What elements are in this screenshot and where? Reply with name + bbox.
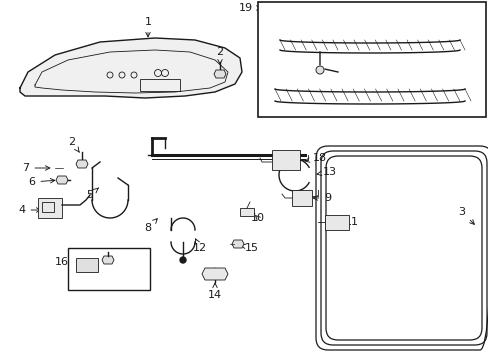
- Text: 8: 8: [144, 219, 157, 233]
- Polygon shape: [20, 38, 242, 98]
- Polygon shape: [231, 240, 244, 248]
- Bar: [38, 198, 62, 218]
- Polygon shape: [76, 160, 88, 168]
- Text: 6: 6: [28, 177, 55, 187]
- Text: 16: 16: [55, 257, 77, 267]
- Polygon shape: [102, 256, 114, 264]
- Polygon shape: [56, 176, 68, 184]
- Circle shape: [180, 257, 185, 263]
- Text: 5: 5: [86, 188, 98, 200]
- Text: 4: 4: [19, 205, 41, 215]
- Text: 20: 20: [360, 79, 374, 97]
- Text: 2: 2: [216, 47, 223, 64]
- Bar: [240, 208, 253, 216]
- Text: 19: 19: [239, 3, 261, 13]
- Text: 12: 12: [193, 239, 206, 253]
- Text: 2: 2: [68, 137, 79, 152]
- Bar: [140, 79, 180, 91]
- Text: 7: 7: [22, 163, 50, 173]
- Text: 1: 1: [144, 17, 151, 37]
- Text: 18: 18: [305, 153, 326, 163]
- Bar: [258, 2, 485, 117]
- Text: 13: 13: [316, 167, 336, 177]
- Text: 10: 10: [250, 213, 264, 223]
- Text: 15: 15: [241, 243, 259, 253]
- Text: 3: 3: [458, 207, 473, 224]
- Bar: [68, 248, 150, 290]
- Circle shape: [315, 66, 324, 74]
- Text: 17: 17: [91, 257, 105, 267]
- Bar: [42, 202, 54, 212]
- Bar: [76, 258, 98, 272]
- Text: 21: 21: [419, 33, 438, 45]
- Text: 11: 11: [338, 217, 358, 227]
- Bar: [291, 190, 311, 206]
- Text: 14: 14: [207, 283, 222, 300]
- Bar: [325, 215, 348, 230]
- Bar: [271, 150, 299, 170]
- Text: 9: 9: [312, 193, 331, 203]
- Polygon shape: [214, 70, 225, 78]
- Polygon shape: [202, 268, 227, 280]
